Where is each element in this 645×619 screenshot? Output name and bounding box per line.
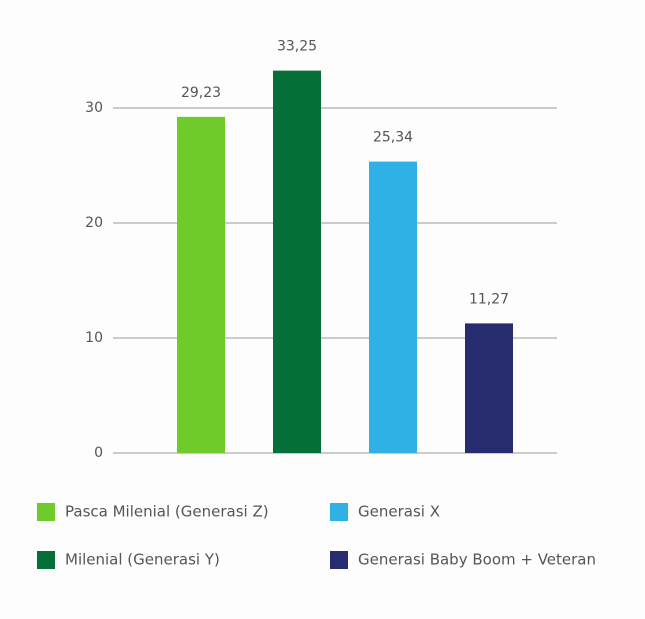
- legend-label: Generasi Baby Boom + Veteran: [358, 551, 596, 569]
- y-tick-label: 0: [94, 445, 103, 461]
- y-tick-label: 20: [85, 215, 103, 231]
- legend-label: Pasca Milenial (Generasi Z): [65, 503, 269, 521]
- y-tick-label: 30: [85, 100, 103, 116]
- bar: [177, 116, 225, 453]
- bar: [369, 161, 417, 453]
- bar: [273, 70, 321, 453]
- legend-swatch: [330, 503, 348, 521]
- y-tick-label: 10: [85, 330, 103, 346]
- legend-swatch: [330, 551, 348, 569]
- legend-swatch: [37, 551, 55, 569]
- value-label: 25,34: [373, 130, 413, 146]
- legend-label: Generasi X: [358, 503, 440, 521]
- value-label: 29,23: [181, 85, 221, 101]
- legend-swatch: [37, 503, 55, 521]
- value-label: 11,27: [469, 291, 509, 307]
- bar: [465, 323, 513, 453]
- value-label: 33,25: [277, 39, 317, 55]
- legend-label: Milenial (Generasi Y): [65, 551, 220, 569]
